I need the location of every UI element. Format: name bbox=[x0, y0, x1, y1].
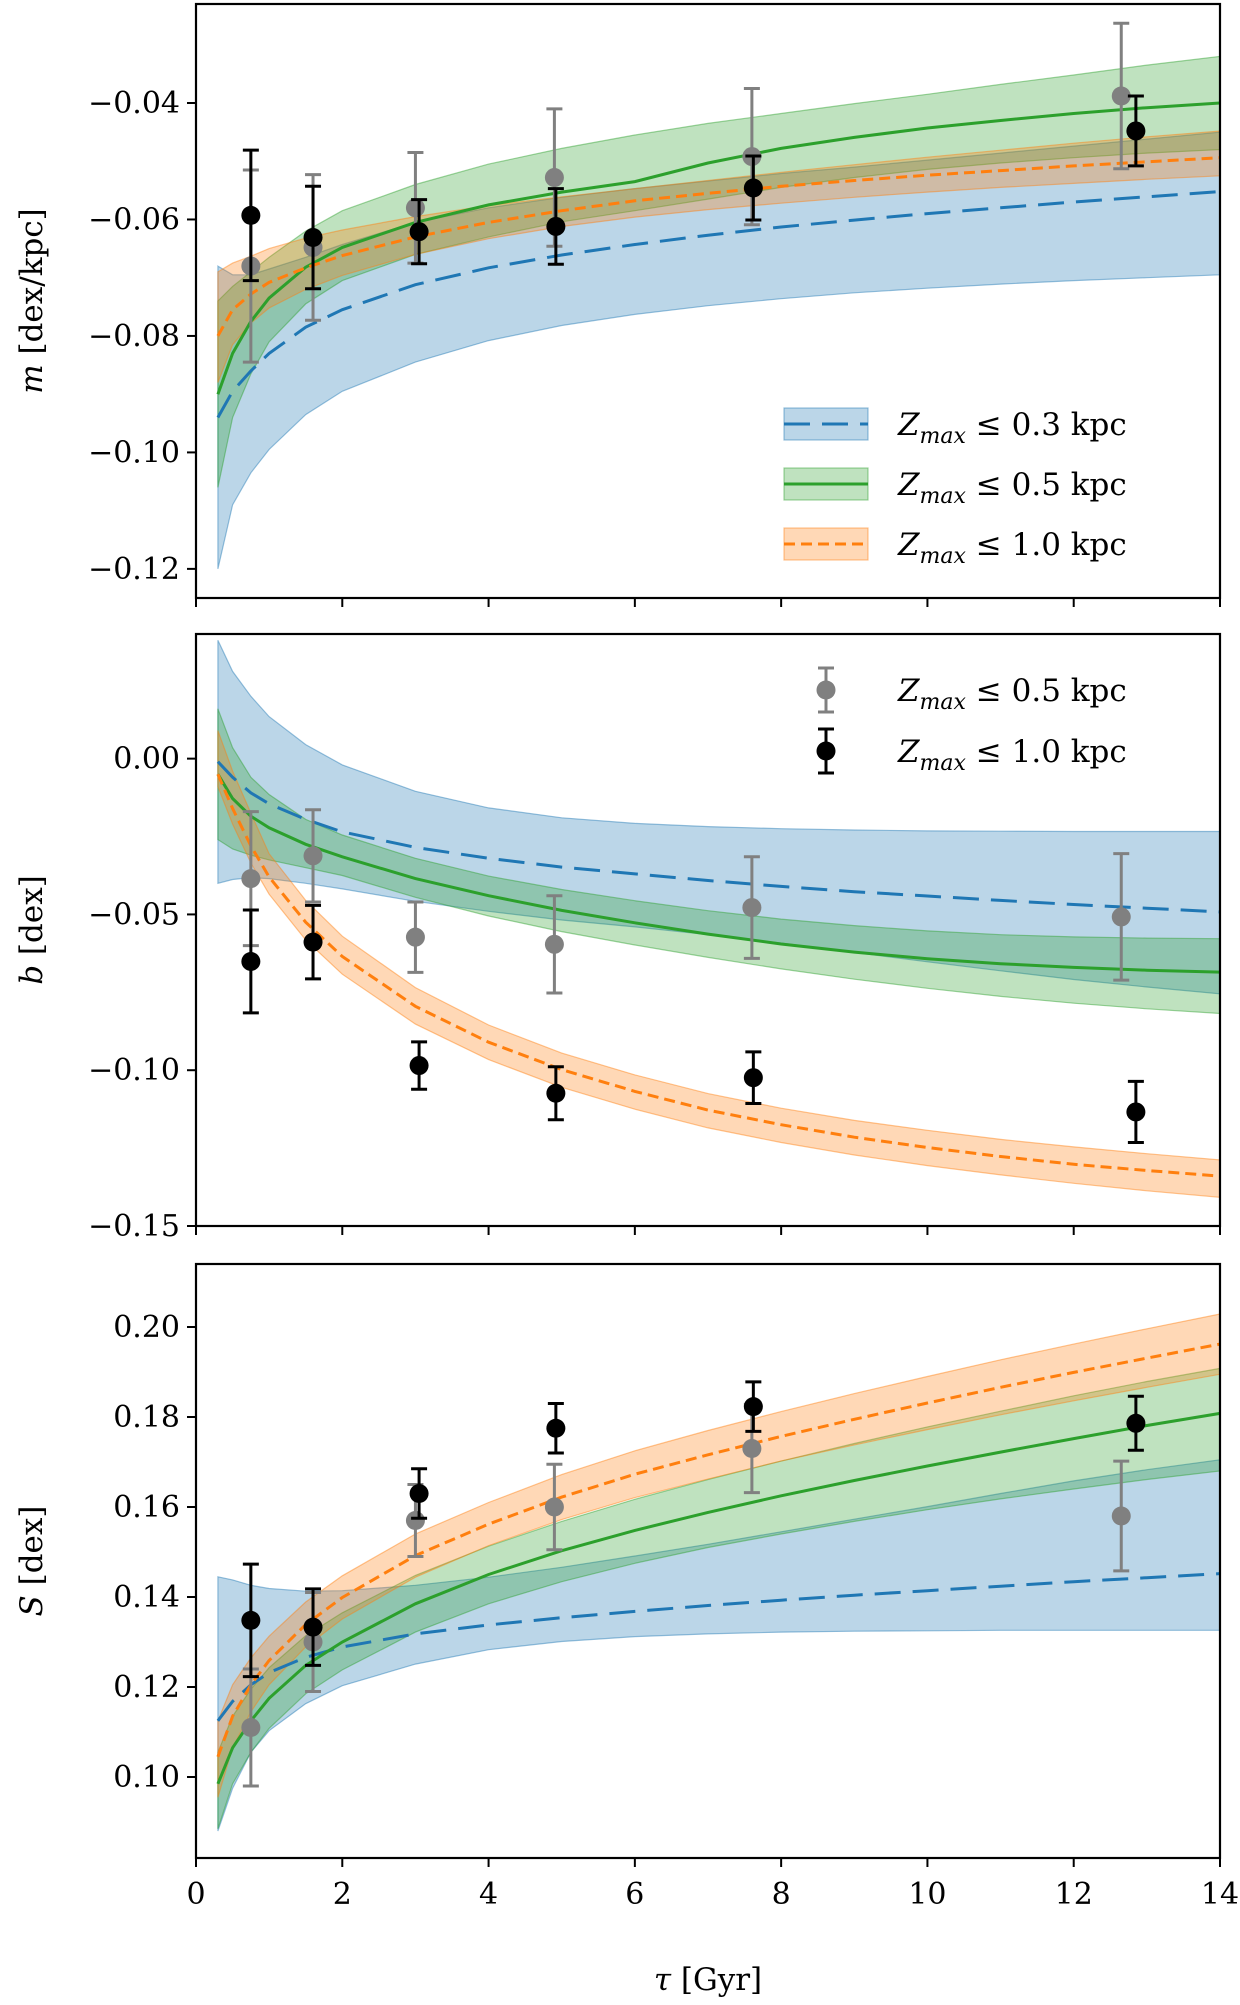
b-y-tick-label: 0.00 bbox=[113, 742, 180, 777]
s-point-pt10 bbox=[409, 1467, 429, 1520]
s-y-tick-label: 0.20 bbox=[113, 1310, 180, 1345]
s-point-pt10 bbox=[1126, 1394, 1146, 1452]
s-point-pt10 bbox=[743, 1380, 763, 1433]
m-y-tick-label: −0.10 bbox=[88, 435, 180, 470]
b-line-z03 bbox=[216, 760, 1221, 914]
s-line-z03 bbox=[216, 1572, 1221, 1722]
m-point-pt05 bbox=[1111, 21, 1131, 171]
b-point-pt10 bbox=[546, 1065, 566, 1122]
x-tick-label: 2 bbox=[333, 1877, 352, 1912]
b-y-tick-label: −0.05 bbox=[88, 897, 180, 932]
s-line-z10 bbox=[216, 1342, 1221, 1758]
b-legend-entry-pt05: Zmax ≤ 0.5 kpc bbox=[816, 666, 1127, 715]
s-y-tick-label: 0.12 bbox=[113, 1670, 180, 1705]
s-y-tick-label: 0.18 bbox=[113, 1400, 180, 1435]
m-plot-frame bbox=[194, 2, 1222, 600]
m-legend-entry-z03: Zmax ≤ 0.3 kpc bbox=[783, 407, 1127, 449]
m-legend-entry-z10: Zmax ≤ 1.0 kpc bbox=[783, 527, 1127, 569]
m-y-tick-label: −0.04 bbox=[88, 86, 180, 121]
b-point-pt10 bbox=[241, 908, 261, 1015]
m-ylabel: m [dex/kpc] bbox=[14, 208, 50, 394]
b-line-z10 bbox=[216, 773, 1221, 1178]
b-line-z05 bbox=[216, 773, 1221, 974]
m-line-z10 bbox=[216, 156, 1221, 337]
m-legend-entry-z05: Zmax ≤ 0.5 kpc bbox=[783, 467, 1127, 509]
b-point-pt10 bbox=[409, 1040, 429, 1091]
m-y-tick-label: −0.12 bbox=[88, 552, 180, 587]
m-legend-label: Zmax ≤ 1.0 kpc bbox=[897, 527, 1127, 569]
m-point-pt10 bbox=[303, 184, 323, 291]
b-point-pt05 bbox=[241, 810, 261, 948]
b-plot-frame bbox=[194, 632, 1222, 1228]
b-point-pt05 bbox=[405, 900, 425, 974]
m-y-tick-label: −0.08 bbox=[88, 319, 180, 354]
s-point-pt10 bbox=[546, 1402, 566, 1455]
x-tick-label: 8 bbox=[772, 1877, 791, 1912]
b-point-pt10 bbox=[1126, 1079, 1146, 1144]
m-point-pt10 bbox=[241, 148, 261, 283]
s-plot-frame bbox=[194, 1262, 1222, 1860]
x-tick-label: 4 bbox=[479, 1877, 498, 1912]
s-line-z05 bbox=[216, 1411, 1221, 1785]
m-line-z03 bbox=[216, 190, 1221, 419]
x-axis-label: τ [Gyr] bbox=[654, 1962, 762, 1998]
m-point-pt10 bbox=[743, 154, 763, 222]
s-point-pt05 bbox=[544, 1462, 564, 1552]
m-point-pt10 bbox=[546, 187, 566, 266]
m-panel: −0.04 −0.06 −0.08 −0.10 −0.12 m [dex/kpc] Zm… bbox=[14, 2, 1222, 607]
m-y-tick-label: −0.06 bbox=[88, 202, 180, 237]
x-tick-label: 6 bbox=[625, 1877, 644, 1912]
m-legend: Zmax ≤ 0.3 kpc Zmax ≤ 0.5 kpc Zmax ≤ 1.0 k… bbox=[783, 407, 1127, 569]
s-y-tick-label: 0.14 bbox=[113, 1580, 180, 1615]
b-point-pt05 bbox=[1111, 852, 1131, 982]
s-point-pt10 bbox=[241, 1562, 261, 1679]
b-point-pt05 bbox=[544, 894, 564, 995]
b-point-pt10 bbox=[303, 903, 323, 981]
m-line-z05 bbox=[216, 101, 1221, 395]
b-legend-entry-pt10: Zmax ≤ 1.0 kpc bbox=[816, 727, 1127, 776]
m-point-pt10 bbox=[1126, 94, 1146, 168]
s-y-tick-label: 0.10 bbox=[113, 1760, 180, 1795]
s-ylabel: S [dex] bbox=[14, 1506, 50, 1617]
m-legend-label: Zmax ≤ 0.3 kpc bbox=[897, 407, 1127, 449]
m-legend-label: Zmax ≤ 0.5 kpc bbox=[897, 467, 1127, 509]
x-tick-label: 12 bbox=[1055, 1877, 1093, 1912]
s-point-pt05 bbox=[1111, 1459, 1131, 1573]
b-legend: Zmax ≤ 0.5 kpc Zmax ≤ 1.0 kpc bbox=[816, 666, 1127, 776]
b-y-tick-label: −0.10 bbox=[88, 1053, 180, 1088]
m-point-pt10 bbox=[409, 198, 429, 266]
x-tick-label: 14 bbox=[1201, 1877, 1239, 1912]
s-point-pt10 bbox=[303, 1587, 323, 1667]
b-point-pt05 bbox=[742, 855, 762, 960]
b-point-pt05 bbox=[303, 808, 323, 904]
b-y-tick-label: −0.15 bbox=[88, 1209, 180, 1244]
b-panel: 0.00 −0.05 −0.10 −0.15 b [dex] Zmax ≤ 0.5 k… bbox=[14, 632, 1222, 1244]
s-panel: 0 2 4 6 8 10 12 14 0.10 0.12 0.14 0.16 0.18 0.20 S [d… bbox=[14, 1262, 1239, 1912]
x-tick-label: 10 bbox=[908, 1877, 946, 1912]
b-legend-label: Zmax ≤ 1.0 kpc bbox=[897, 734, 1127, 776]
x-tick-label: 0 bbox=[186, 1877, 205, 1912]
b-point-pt10 bbox=[743, 1050, 763, 1106]
s-y-tick-label: 0.16 bbox=[113, 1490, 180, 1525]
b-legend-label: Zmax ≤ 0.5 kpc bbox=[897, 673, 1127, 715]
b-ylabel: b [dex] bbox=[14, 875, 50, 985]
